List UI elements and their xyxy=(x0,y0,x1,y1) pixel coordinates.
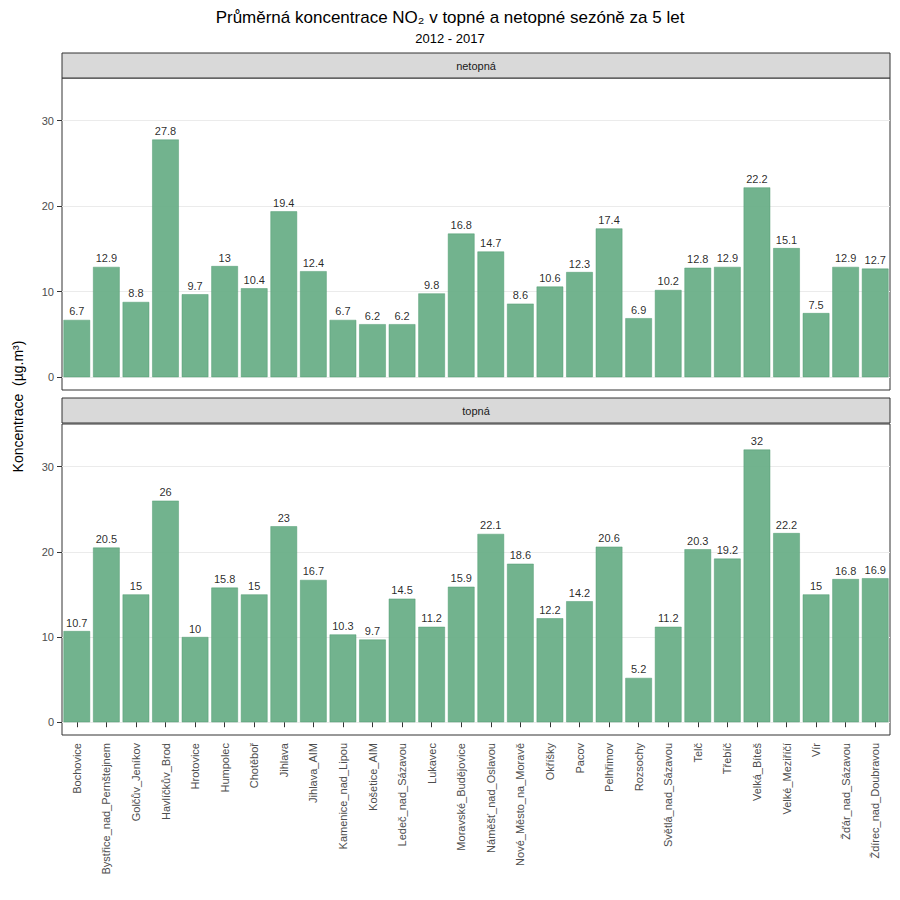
svg-text:Hrotovice: Hrotovice xyxy=(189,743,201,789)
svg-text:15: 15 xyxy=(248,580,260,592)
svg-text:Lukavec: Lukavec xyxy=(426,743,438,784)
svg-text:12.3: 12.3 xyxy=(569,258,590,270)
svg-text:26: 26 xyxy=(159,486,171,498)
svg-text:6.2: 6.2 xyxy=(365,310,380,322)
svg-text:20.6: 20.6 xyxy=(598,532,619,544)
svg-text:8.6: 8.6 xyxy=(513,289,528,301)
svg-text:16.8: 16.8 xyxy=(835,565,856,577)
svg-text:Ždírec_nad_Doubravou: Ždírec_nad_Doubravou xyxy=(869,743,881,859)
svg-text:20.5: 20.5 xyxy=(96,533,117,545)
svg-text:10.4: 10.4 xyxy=(244,274,265,286)
svg-text:22.2: 22.2 xyxy=(776,519,797,531)
svg-text:12.8: 12.8 xyxy=(687,253,708,265)
svg-text:Golčův_Jeníkov: Golčův_Jeníkov xyxy=(130,743,142,822)
svg-text:Bystřice_nad_Pernštejnem: Bystřice_nad_Pernštejnem xyxy=(100,743,112,874)
svg-text:Košetice_AIM: Košetice_AIM xyxy=(367,743,379,811)
svg-text:12.9: 12.9 xyxy=(717,252,738,264)
svg-text:14.5: 14.5 xyxy=(391,584,412,596)
svg-text:13: 13 xyxy=(219,252,231,264)
svg-text:18.6: 18.6 xyxy=(510,549,531,561)
svg-text:16.7: 16.7 xyxy=(303,565,324,577)
svg-text:Pacov: Pacov xyxy=(574,743,586,774)
svg-text:9.7: 9.7 xyxy=(365,625,380,637)
svg-text:Okříšky: Okříšky xyxy=(544,743,556,781)
svg-text:12.9: 12.9 xyxy=(96,252,117,264)
svg-text:Nové_Město_na_Moravě: Nové_Město_na_Moravě xyxy=(514,743,526,866)
svg-text:11.2: 11.2 xyxy=(658,612,679,624)
svg-text:Pelhřimov: Pelhřimov xyxy=(603,743,615,792)
svg-text:Koncentrace (µg.m³): Koncentrace (µg.m³) xyxy=(10,341,26,473)
svg-text:17.4: 17.4 xyxy=(598,214,619,226)
svg-text:16.8: 16.8 xyxy=(451,219,472,231)
svg-text:Jihlava_AIM: Jihlava_AIM xyxy=(307,743,319,803)
svg-text:6.9: 6.9 xyxy=(631,304,646,316)
svg-text:Moravské_Budějovice: Moravské_Budějovice xyxy=(455,743,467,851)
svg-text:Havlíčkův_Brod: Havlíčkův_Brod xyxy=(160,743,172,820)
svg-text:6.7: 6.7 xyxy=(69,305,84,317)
svg-text:10: 10 xyxy=(189,623,201,635)
svg-text:Chotěboř: Chotěboř xyxy=(248,743,260,789)
svg-text:15.9: 15.9 xyxy=(451,572,472,584)
svg-text:Humpolec: Humpolec xyxy=(219,743,231,793)
svg-text:15: 15 xyxy=(130,580,142,592)
svg-text:0: 0 xyxy=(48,371,54,383)
svg-text:15.8: 15.8 xyxy=(214,573,235,585)
svg-text:27.8: 27.8 xyxy=(155,125,176,137)
svg-text:10: 10 xyxy=(42,286,54,298)
svg-text:0: 0 xyxy=(48,716,54,728)
svg-text:12.4: 12.4 xyxy=(303,257,324,269)
svg-text:16.9: 16.9 xyxy=(865,564,886,576)
svg-text:14.7: 14.7 xyxy=(480,237,501,249)
svg-text:15: 15 xyxy=(810,580,822,592)
svg-text:Ledeč_nad_Sázavou: Ledeč_nad_Sázavou xyxy=(396,743,408,846)
svg-text:5.2: 5.2 xyxy=(631,663,646,675)
svg-text:Průměrná koncentrace NO₂ v top: Průměrná koncentrace NO₂ v topné a netop… xyxy=(216,8,685,27)
svg-text:14.2: 14.2 xyxy=(569,587,590,599)
svg-text:6.2: 6.2 xyxy=(394,310,409,322)
svg-text:22.1: 22.1 xyxy=(480,519,501,531)
svg-text:30: 30 xyxy=(42,115,54,127)
svg-text:20: 20 xyxy=(42,200,54,212)
svg-text:10.7: 10.7 xyxy=(66,617,87,629)
svg-text:9.8: 9.8 xyxy=(424,279,439,291)
svg-text:6.7: 6.7 xyxy=(335,305,350,317)
svg-text:Kamenice_nad_Lipou: Kamenice_nad_Lipou xyxy=(337,743,349,849)
svg-text:9.7: 9.7 xyxy=(187,280,202,292)
svg-text:19.4: 19.4 xyxy=(273,197,294,209)
svg-text:Telč: Telč xyxy=(692,743,704,763)
svg-text:15.1: 15.1 xyxy=(776,234,797,246)
svg-text:topná: topná xyxy=(462,405,490,417)
svg-text:32: 32 xyxy=(751,435,763,447)
svg-text:Velké_Meziříčí: Velké_Meziříčí xyxy=(781,743,793,815)
svg-text:23: 23 xyxy=(278,512,290,524)
svg-text:Bochovice: Bochovice xyxy=(71,743,83,794)
svg-text:12.9: 12.9 xyxy=(835,252,856,264)
svg-text:10.2: 10.2 xyxy=(658,275,679,287)
svg-text:20: 20 xyxy=(42,546,54,558)
svg-text:Jihlava: Jihlava xyxy=(278,742,290,777)
svg-text:10: 10 xyxy=(42,631,54,643)
svg-text:11.2: 11.2 xyxy=(421,612,442,624)
svg-text:30: 30 xyxy=(42,461,54,473)
svg-text:7.5: 7.5 xyxy=(808,299,823,311)
svg-text:Třebíč: Třebíč xyxy=(721,743,733,775)
svg-text:Rozsochy: Rozsochy xyxy=(633,743,645,792)
svg-text:Náměšť_nad_Oslavou: Náměšť_nad_Oslavou xyxy=(485,743,497,853)
svg-text:22.2: 22.2 xyxy=(746,173,767,185)
svg-text:10.6: 10.6 xyxy=(539,272,560,284)
svg-text:12.7: 12.7 xyxy=(865,254,886,266)
svg-text:2012 - 2017: 2012 - 2017 xyxy=(415,31,484,46)
svg-text:Velká_Bíteš: Velká_Bíteš xyxy=(751,743,763,802)
svg-text:netopná: netopná xyxy=(456,60,497,72)
svg-text:12.2: 12.2 xyxy=(539,604,560,616)
svg-text:8.8: 8.8 xyxy=(128,287,143,299)
svg-text:Vír: Vír xyxy=(810,743,822,757)
svg-text:Světlá_nad_Sázavou: Světlá_nad_Sázavou xyxy=(662,743,674,847)
svg-text:Žďár_nad_Sázavou: Žďár_nad_Sázavou xyxy=(840,743,852,840)
svg-text:20.3: 20.3 xyxy=(687,535,708,547)
svg-text:19.2: 19.2 xyxy=(717,544,738,556)
svg-text:10.3: 10.3 xyxy=(332,620,353,632)
